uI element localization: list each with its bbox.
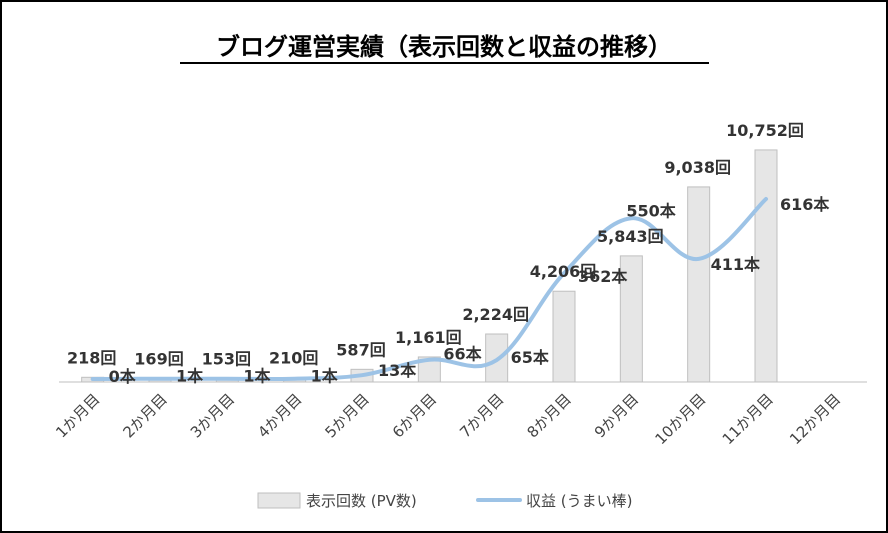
x-tick-label-11: 11か月目 <box>719 390 777 448</box>
bar-label-3: 153回 <box>202 350 251 369</box>
x-tick-label-1: 1か月目 <box>52 390 103 441</box>
chart-title: ブログ運営実績（表示回数と収益の推移） <box>216 33 672 61</box>
bars-layer <box>81 149 778 383</box>
x-tick-label-12: 12か月目 <box>786 390 844 448</box>
bar-label-11: 10,752回 <box>726 121 804 140</box>
ticks-layer: 1か月目 2か月目 3か月目 4か月目 5か月目 6か月目 7か月目 8か月目 9か月目 10か月… <box>52 390 844 448</box>
revenue-label-2: 1本 <box>176 367 203 386</box>
legend: 表示回数 (PV数) 収益 (うまい棒) <box>257 492 632 510</box>
legend-label-revenue: 収益 (うまい棒) <box>526 492 632 510</box>
revenue-line <box>90 197 768 381</box>
bar-pageviews-10 <box>687 186 711 383</box>
revenue-label-3: 1本 <box>243 367 270 386</box>
bar-label-9: 5,843回 <box>597 227 664 246</box>
bar-label-2: 169回 <box>134 349 183 368</box>
revenue-label-6: 66本 <box>443 345 481 364</box>
line-layer <box>90 197 768 381</box>
x-tick-label-5: 5か月目 <box>322 390 373 441</box>
revenue-label-10: 411本 <box>711 255 760 274</box>
x-tick-label-9: 9か月目 <box>591 390 642 441</box>
revenue-label-9: 550本 <box>626 201 675 220</box>
x-tick-label-10: 10か月目 <box>651 390 709 448</box>
bar-label-5: 587回 <box>336 340 385 359</box>
bar-label-4: 210回 <box>269 348 318 367</box>
bar-label-10: 9,038回 <box>664 158 731 177</box>
bar-label-7: 2,224回 <box>462 305 529 324</box>
revenue-label-5: 13本 <box>378 361 416 380</box>
revenue-label-11: 616本 <box>780 195 829 214</box>
revenue-label-4: 1本 <box>311 367 338 386</box>
x-tick-label-4: 4か月目 <box>254 390 305 441</box>
x-tick-label-7: 7か月目 <box>456 390 507 441</box>
bar-pageviews-8 <box>552 290 576 383</box>
revenue-label-7: 65本 <box>511 348 549 367</box>
x-tick-label-8: 8か月目 <box>524 390 575 441</box>
bar-label-1: 218回 <box>67 348 116 367</box>
revenue-label-8: 362本 <box>578 267 627 286</box>
revenue-label-1: 0本 <box>109 367 136 386</box>
x-tick-label-3: 3か月目 <box>187 390 238 441</box>
bar-label-8: 4,206回 <box>530 262 597 281</box>
legend-label-pageviews: 表示回数 (PV数) <box>306 492 417 510</box>
legend-swatch-pageviews <box>257 492 301 509</box>
x-tick-label-2: 2か月目 <box>120 390 171 441</box>
x-tick-label-6: 6か月目 <box>389 390 440 441</box>
bar-label-6: 1,161回 <box>395 328 462 347</box>
